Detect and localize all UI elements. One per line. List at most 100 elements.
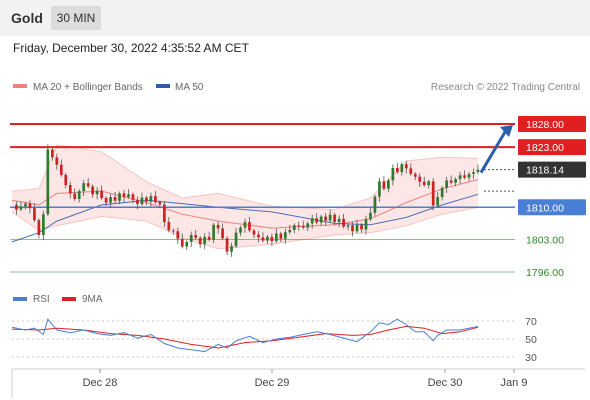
rsi-tick-label: 30 (525, 352, 537, 364)
candle-body (15, 204, 18, 210)
candle-body (472, 172, 475, 174)
candle-body (127, 194, 130, 198)
candle-body (136, 199, 139, 205)
candle-body (360, 224, 363, 230)
candle-body (440, 187, 444, 198)
x-tick-label: Jan 9 (501, 377, 528, 389)
forecast-arrow-head (500, 125, 513, 137)
candle-body (283, 232, 287, 239)
candle-body (91, 186, 94, 195)
resistance-label-box (518, 139, 586, 156)
candle-body (158, 202, 162, 205)
rsi-tick-label: 70 (525, 316, 537, 328)
candle-body (24, 203, 27, 207)
pivot-label-box (518, 199, 586, 216)
bollinger-band-area (12, 144, 478, 249)
candle-body (225, 238, 229, 252)
candle-body (279, 233, 283, 239)
candle-body (396, 167, 399, 173)
header-bar: Gold 30 MIN (0, 0, 590, 36)
candle-body (198, 237, 202, 245)
candle-body (100, 190, 103, 198)
current-price-box (518, 161, 586, 178)
candle-body (400, 164, 404, 173)
rsi-legend-swatch (13, 297, 27, 301)
candle-body (445, 180, 448, 188)
candle-body (328, 214, 332, 221)
candle-body (216, 224, 220, 229)
candle-body (467, 173, 471, 178)
candle-body (149, 196, 153, 202)
ma9-legend-swatch (62, 297, 76, 301)
candle-body (364, 219, 368, 230)
candle-body (333, 214, 336, 223)
resistance-label-box (518, 116, 586, 132)
candle-body (46, 149, 50, 215)
candle-body (163, 204, 166, 223)
rsi-legend-label: RSI (33, 294, 50, 305)
candle-body (257, 234, 260, 238)
rsi-tick-label: 50 (525, 334, 537, 346)
candle-body (427, 181, 431, 186)
x-tick-label: Dec 29 (255, 377, 290, 389)
candle-body (234, 232, 238, 247)
candle-body (449, 180, 453, 183)
candle-body (86, 183, 90, 187)
candle-body (351, 225, 354, 232)
timeframe-badge[interactable]: 30 MIN (51, 6, 101, 30)
candle-body (42, 214, 45, 235)
candle-body (324, 216, 327, 221)
rsi-line (11, 318, 479, 353)
candle-body (131, 194, 135, 200)
candle-body (154, 196, 157, 203)
candle-body (275, 233, 278, 242)
candle-body (230, 246, 233, 252)
candle-body (297, 225, 301, 227)
candle-body (73, 193, 77, 199)
candle-body (33, 208, 36, 221)
candle-body (19, 206, 23, 210)
candle-body (382, 181, 386, 189)
candle-body (418, 176, 422, 182)
candle-body (373, 196, 377, 213)
candle-body (68, 185, 72, 194)
rsi-ma9-line (11, 325, 479, 349)
candle-body (59, 164, 63, 175)
candle-body (194, 235, 198, 238)
candle-body (243, 222, 247, 228)
candle-body (454, 179, 457, 183)
forecast-arrow-shaft (479, 131, 507, 174)
ma9-legend-label: 9MA (82, 294, 103, 305)
candle-body (252, 230, 256, 235)
candle-body (463, 175, 466, 178)
candle-body (413, 173, 417, 177)
candle-body (355, 224, 359, 232)
ma50-legend-swatch (156, 84, 170, 88)
candle-body (319, 216, 323, 223)
x-tick-label: Dec 30 (428, 377, 463, 389)
candle-body (369, 212, 372, 220)
candle-body (207, 236, 211, 240)
candle-body (189, 235, 193, 242)
candle-body (113, 197, 117, 201)
candle-body (409, 168, 413, 174)
candle-body (288, 229, 292, 233)
candle-body (387, 180, 390, 189)
candle-body (270, 236, 274, 242)
candle-body (315, 218, 319, 223)
candle-body (248, 222, 251, 231)
ma50-legend-label: MA 50 (175, 82, 204, 93)
candle-body (436, 197, 440, 206)
candle-body (171, 230, 175, 232)
candle-body (239, 227, 242, 233)
instrument-title: Gold (11, 10, 43, 26)
candle-body (203, 236, 207, 245)
x-tick-label: Dec 28 (83, 377, 118, 389)
candle-body (55, 157, 59, 165)
candle-body (109, 197, 112, 203)
candle-body (342, 218, 345, 227)
candle-body (476, 169, 480, 173)
candle-body (212, 224, 215, 240)
candle-body (50, 149, 54, 158)
